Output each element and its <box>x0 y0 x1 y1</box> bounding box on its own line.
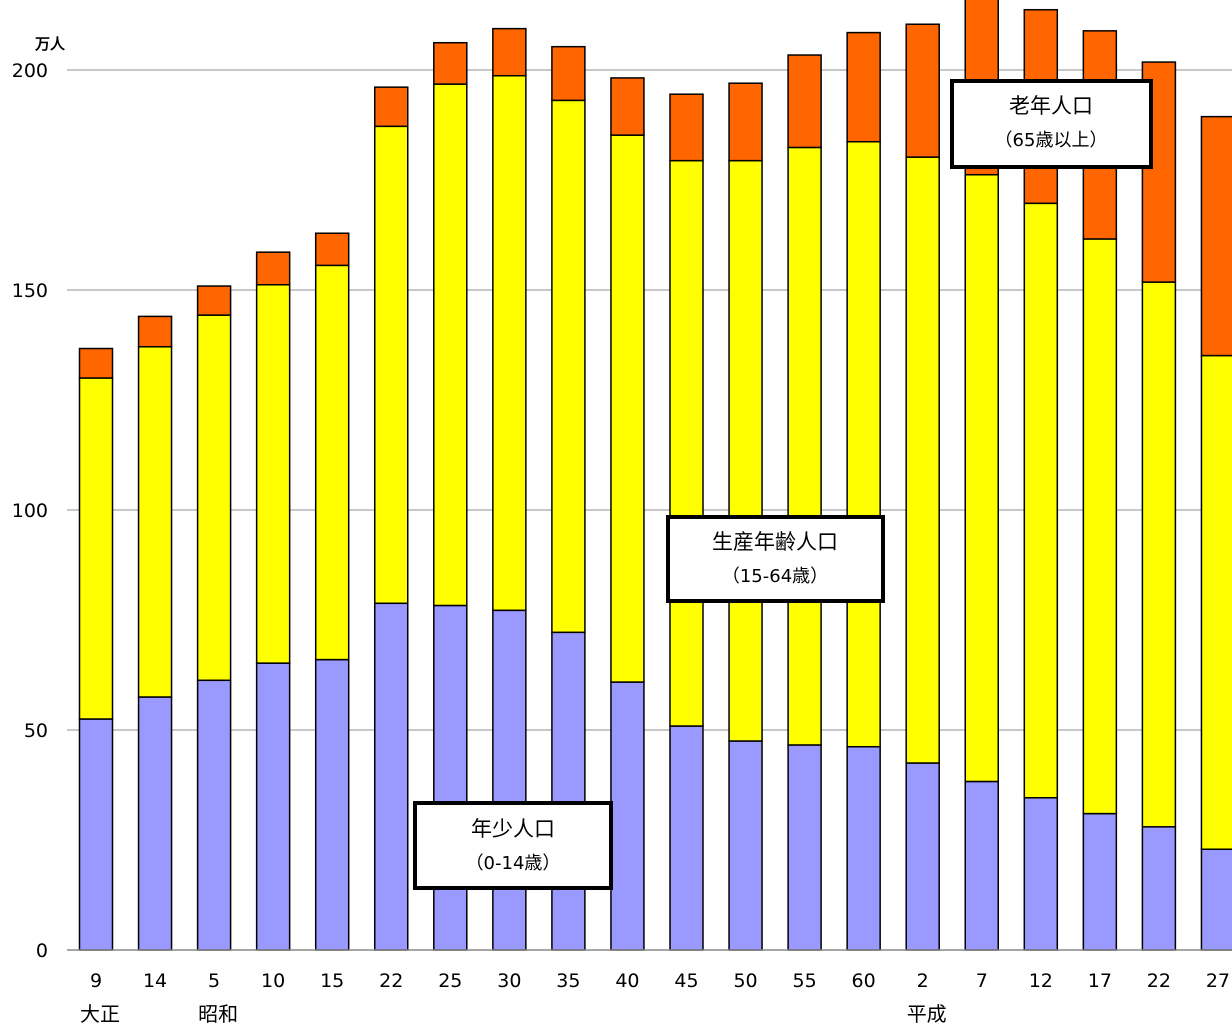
bar-elderly-7 <box>493 29 526 76</box>
callout-youth-subtitle: （0-14歳） <box>466 853 561 874</box>
bar-working-age-3 <box>257 285 290 663</box>
y-tick-label: 100 <box>12 500 48 522</box>
y-tick-label: 200 <box>12 60 48 82</box>
bar-working-age-0 <box>80 378 113 719</box>
callout-elderly-subtitle: （65歳以上） <box>995 130 1108 151</box>
x-tick-label: 30 <box>497 970 521 992</box>
x-tick-label: 40 <box>615 970 639 992</box>
era-label: 平成 <box>907 1002 947 1025</box>
x-tick-label: 2 <box>917 970 929 992</box>
bar-youth-13 <box>847 747 880 950</box>
callout-elderly-title: 老年人口 <box>1009 94 1093 118</box>
bar-youth-7 <box>493 610 526 950</box>
bar-youth-3 <box>257 663 290 950</box>
x-tick-label: 10 <box>261 970 285 992</box>
bar-elderly-5 <box>375 87 408 126</box>
x-tick-label: 14 <box>143 970 167 992</box>
bar-elderly-2 <box>198 286 231 315</box>
bar-working-age-19 <box>1201 356 1232 850</box>
bar-youth-16 <box>1024 798 1057 950</box>
bar-elderly-11 <box>729 83 762 160</box>
bar-youth-1 <box>139 697 172 950</box>
callout-youth-title: 年少人口 <box>471 817 555 841</box>
bar-elderly-10 <box>670 94 703 160</box>
bar-working-age-4 <box>316 265 349 659</box>
bar-youth-6 <box>434 605 467 950</box>
bar-working-age-14 <box>906 157 939 763</box>
x-tick-label: 5 <box>208 970 220 992</box>
bar-youth-17 <box>1083 814 1116 950</box>
bar-youth-10 <box>670 726 703 950</box>
bar-elderly-6 <box>434 43 467 84</box>
bar-working-age-17 <box>1083 239 1116 814</box>
bar-working-age-10 <box>670 161 703 726</box>
bar-elderly-12 <box>788 55 821 147</box>
bar-working-age-13 <box>847 142 880 747</box>
bar-youth-5 <box>375 603 408 950</box>
bar-elderly-13 <box>847 33 880 142</box>
x-tick-label: 15 <box>320 970 344 992</box>
bar-youth-9 <box>611 682 644 950</box>
callout-youth: 年少人口 （0-14歳） <box>415 803 611 888</box>
x-tick-label: 22 <box>379 970 403 992</box>
callout-working-age-title: 生産年齢人口 <box>712 530 838 554</box>
x-tick-label: 9 <box>90 970 102 992</box>
era-label: 大正 <box>80 1002 120 1025</box>
bar-youth-18 <box>1142 827 1175 950</box>
bar-youth-8 <box>552 632 585 950</box>
bar-elderly-19 <box>1201 117 1232 356</box>
callout-working-age-subtitle: （15-64歳） <box>722 566 828 587</box>
bar-youth-12 <box>788 745 821 950</box>
x-tick-label: 45 <box>674 970 698 992</box>
bar-working-age-12 <box>788 147 821 745</box>
bar-elderly-4 <box>316 233 349 265</box>
bar-working-age-6 <box>434 84 467 605</box>
bar-working-age-15 <box>965 175 998 782</box>
y-tick-label: 0 <box>36 940 48 962</box>
bar-youth-2 <box>198 680 231 950</box>
era-label: 昭和 <box>198 1002 238 1025</box>
bar-youth-0 <box>80 719 113 950</box>
x-tick-label: 50 <box>733 970 757 992</box>
callout-working-age: 生産年齢人口 （15-64歳） <box>668 517 883 601</box>
bar-youth-19 <box>1201 849 1232 950</box>
bar-working-age-1 <box>139 347 172 697</box>
bar-elderly-14 <box>906 24 939 157</box>
era-labels: 大正 昭和 平成 <box>80 1002 947 1025</box>
x-tick-label: 25 <box>438 970 462 992</box>
y-axis-unit-label: 万人 <box>34 35 66 53</box>
bar-working-age-8 <box>552 100 585 632</box>
y-tick-label: 50 <box>24 720 48 742</box>
bar-elderly-1 <box>139 316 172 346</box>
bar-elderly-9 <box>611 78 644 135</box>
bar-elderly-3 <box>257 252 290 285</box>
bar-youth-11 <box>729 741 762 950</box>
x-tick-label: 60 <box>852 970 876 992</box>
bar-youth-4 <box>316 660 349 950</box>
bar-working-age-11 <box>729 161 762 741</box>
x-tick-label: 22 <box>1147 970 1171 992</box>
y-tick-label: 150 <box>12 280 48 302</box>
bar-working-age-2 <box>198 315 231 680</box>
x-tick-label: 12 <box>1029 970 1053 992</box>
y-axis-ticks: 0 50 100 150 200 <box>12 60 48 962</box>
bar-youth-15 <box>965 781 998 950</box>
bar-elderly-8 <box>552 47 585 101</box>
bar-elderly-0 <box>80 349 113 378</box>
callout-elderly: 老年人口 （65歳以上） <box>952 81 1151 167</box>
bar-youth-14 <box>906 763 939 950</box>
bar-working-age-7 <box>493 76 526 611</box>
x-tick-label: 55 <box>793 970 817 992</box>
bar-working-age-16 <box>1024 203 1057 797</box>
x-tick-label: 7 <box>976 970 988 992</box>
bar-working-age-9 <box>611 135 644 682</box>
x-tick-label: 17 <box>1088 970 1112 992</box>
bar-working-age-5 <box>375 126 408 603</box>
x-tick-label: 27 <box>1206 970 1230 992</box>
x-tick-label: 35 <box>556 970 580 992</box>
bar-working-age-18 <box>1142 282 1175 827</box>
